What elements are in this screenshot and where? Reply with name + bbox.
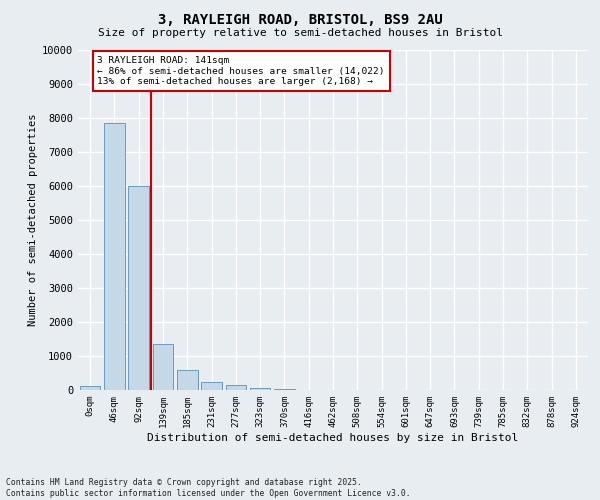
Text: 3 RAYLEIGH ROAD: 141sqm
← 86% of semi-detached houses are smaller (14,022)
13% o: 3 RAYLEIGH ROAD: 141sqm ← 86% of semi-de… <box>97 56 385 86</box>
Bar <box>80 386 100 390</box>
Bar <box>104 123 125 390</box>
Y-axis label: Number of semi-detached properties: Number of semi-detached properties <box>28 114 38 326</box>
Bar <box>226 385 246 390</box>
X-axis label: Distribution of semi-detached houses by size in Bristol: Distribution of semi-detached houses by … <box>148 432 518 442</box>
Text: 3, RAYLEIGH ROAD, BRISTOL, BS9 2AU: 3, RAYLEIGH ROAD, BRISTOL, BS9 2AU <box>158 12 442 26</box>
Text: Contains HM Land Registry data © Crown copyright and database right 2025.
Contai: Contains HM Land Registry data © Crown c… <box>6 478 410 498</box>
Bar <box>152 344 173 390</box>
Bar <box>201 382 222 390</box>
Bar <box>177 370 197 390</box>
Bar <box>128 186 149 390</box>
Text: Size of property relative to semi-detached houses in Bristol: Size of property relative to semi-detach… <box>97 28 503 38</box>
Bar <box>250 388 271 390</box>
